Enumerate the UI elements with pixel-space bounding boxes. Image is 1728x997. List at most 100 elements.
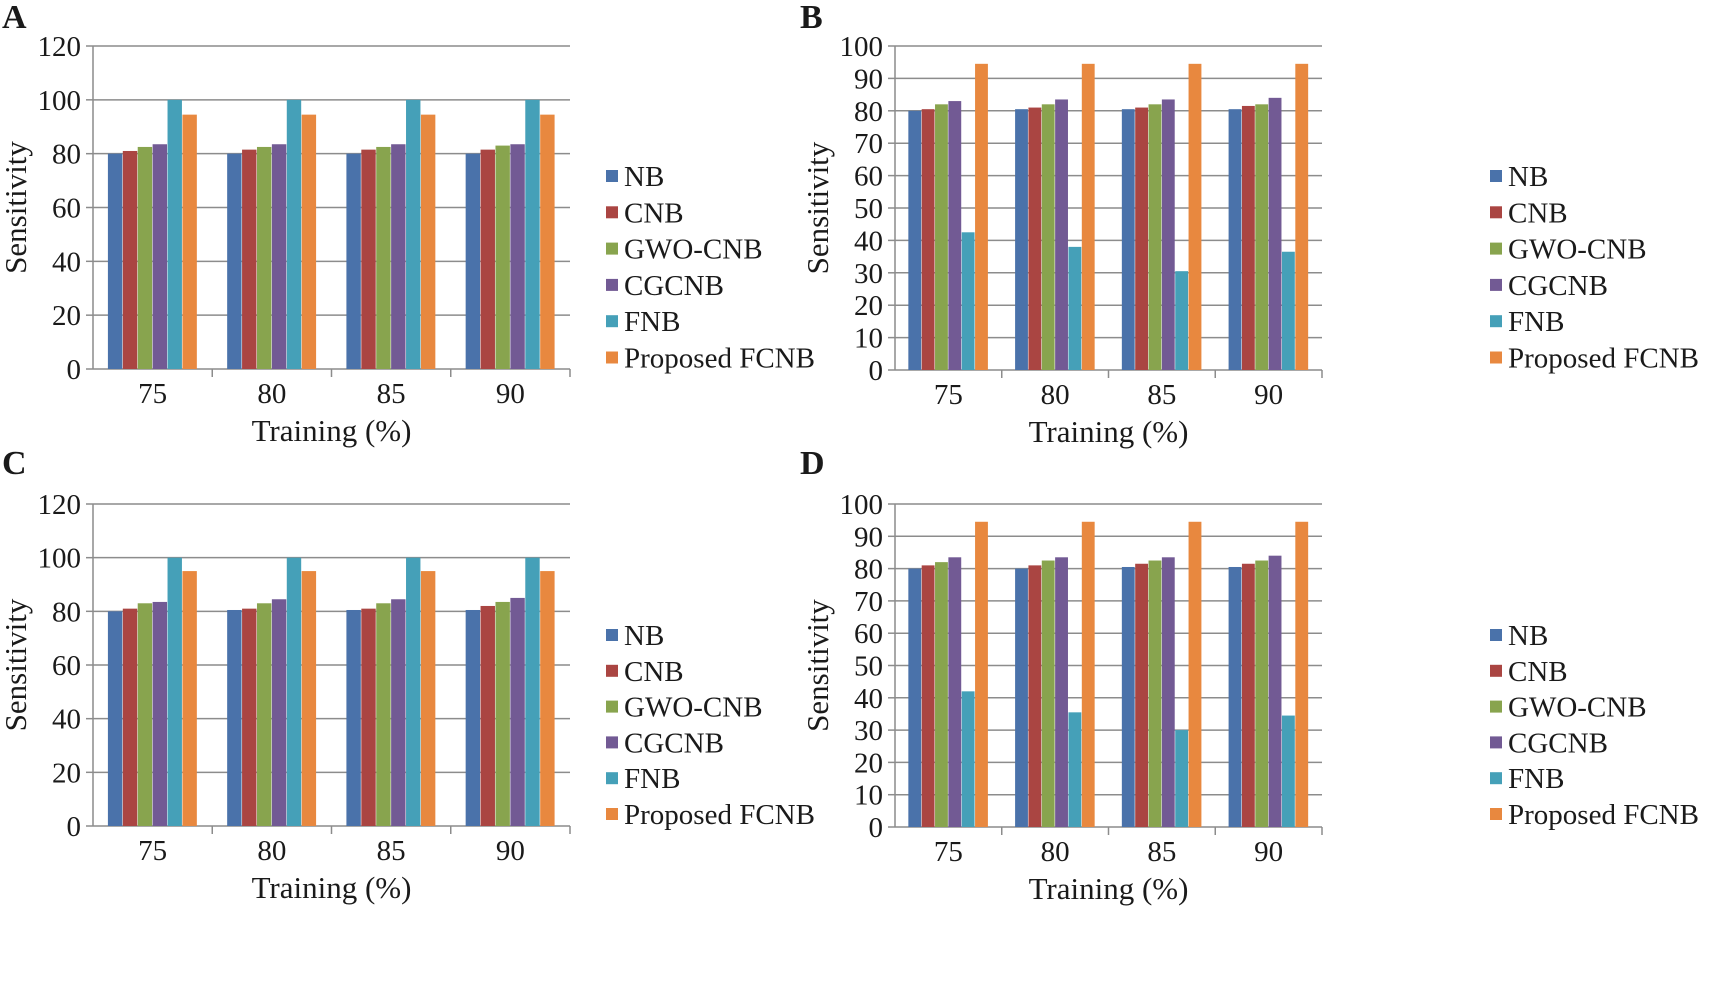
x-tick-label: 85 (1147, 836, 1176, 868)
y-tick-label: 30 (854, 258, 883, 290)
y-tick-label: 0 (67, 354, 82, 386)
bar-nb-85 (346, 153, 361, 369)
y-axis-title: Sensitivity (800, 599, 835, 732)
y-tick-label: 80 (854, 554, 883, 586)
bar-gwo-cnb-80 (1041, 560, 1055, 827)
bar-cgcnb-85 (1161, 557, 1175, 827)
bar-proposed-fcnb-90 (1295, 521, 1309, 827)
bar-cgcnb-75 (948, 101, 962, 370)
bar-gwo-cnb-85 (376, 603, 391, 826)
legend-label: NB (1508, 620, 1548, 652)
panel-label: A (2, 0, 27, 36)
legend: NB CNB GWO-CNB CGCNB FNB Proposed FCNB (1490, 161, 1699, 375)
bar-cgcnb-75 (948, 557, 962, 827)
legend-label: NB (624, 161, 664, 193)
bar-gwo-cnb-90 (1255, 104, 1269, 370)
legend-swatch (1490, 664, 1502, 677)
bar-proposed-fcnb-80 (301, 114, 317, 369)
y-tick-label: 90 (854, 63, 883, 95)
x-tick-label: 80 (1041, 836, 1070, 868)
legend: NB CNB GWO-CNB CGCNB FNB Proposed FCNB (606, 161, 815, 375)
bar-nb-85 (1121, 566, 1135, 827)
y-tick-label: 10 (854, 780, 883, 812)
legend-label: FNB (1508, 306, 1564, 338)
y-tick-label: 40 (854, 225, 883, 257)
y-tick-label: 60 (854, 161, 883, 193)
bar-fnb-85 (1175, 271, 1189, 370)
bar-fnb-80 (1068, 712, 1082, 827)
bar-cgcnb-90 (510, 597, 525, 826)
panel-label: B (800, 0, 823, 36)
bar-gwo-cnb-75 (935, 104, 948, 370)
bar-proposed-fcnb-90 (1295, 63, 1309, 370)
bar-nb-75 (908, 568, 922, 827)
bar-fnb-90 (1281, 715, 1295, 827)
y-tick-label: 20 (52, 300, 81, 332)
bar-cgcnb-90 (510, 144, 525, 369)
y-tick-label: 80 (52, 139, 81, 171)
bar-gwo-cnb-85 (1148, 560, 1162, 827)
x-tick-label: 75 (934, 836, 963, 868)
bar-cgcnb-90 (1268, 97, 1282, 370)
x-tick-label: 90 (496, 835, 525, 867)
legend-label: NB (624, 620, 664, 652)
legend-swatch (1490, 315, 1502, 328)
legend-swatch (606, 664, 618, 677)
chart-panel-a: A 0 20 40 60 80 100 120 75 80 85 90 Training (%) Sens… (0, 0, 815, 448)
bar-cnb-75 (122, 608, 138, 826)
y-tick-label: 70 (854, 586, 883, 618)
x-axis-title: Training (%) (252, 870, 412, 905)
bar-fnb-80 (286, 99, 302, 369)
legend-swatch (1490, 278, 1502, 291)
legend-swatch (1490, 700, 1502, 713)
y-tick-label: 90 (854, 521, 883, 553)
panel-label: D (800, 445, 825, 482)
bar-nb-85 (1121, 109, 1135, 371)
x-tick-label: 75 (138, 835, 167, 867)
y-tick-label: 50 (854, 651, 883, 683)
bar-cgcnb-85 (1161, 99, 1175, 371)
legend-label: CGCNB (624, 270, 724, 302)
legend-swatch (606, 278, 618, 291)
bar-cnb-90 (1241, 105, 1255, 370)
legend-swatch (1490, 808, 1502, 820)
bar-proposed-fcnb-80 (1081, 521, 1095, 827)
legend-label: GWO-CNB (624, 692, 763, 724)
x-axis-title: Training (%) (1029, 414, 1189, 449)
bar-cnb-75 (921, 109, 935, 371)
x-tick-label: 80 (257, 835, 286, 867)
bar-cgcnb-90 (1268, 555, 1282, 827)
legend-swatch (1490, 736, 1502, 749)
y-tick-label: 60 (52, 650, 81, 682)
bar-cnb-80 (1028, 107, 1042, 370)
x-tick-label: 90 (1254, 836, 1283, 868)
bar-gwo-cnb-90 (495, 601, 510, 826)
x-tick-label: 75 (138, 378, 167, 410)
y-tick-label: 10 (854, 323, 883, 355)
bar-fnb-75 (961, 232, 975, 370)
legend-label: Proposed FCNB (1508, 799, 1699, 831)
legend-swatch (1490, 206, 1502, 219)
bar-gwo-cnb-80 (256, 146, 272, 369)
y-tick-label: 40 (52, 246, 81, 278)
y-tick-label: 100 (38, 543, 82, 575)
legend-label: CNB (624, 656, 684, 688)
bar-nb-80 (227, 153, 242, 369)
y-tick-label: 0 (67, 811, 82, 843)
y-tick-label: 40 (854, 683, 883, 715)
bar-cgcnb-80 (271, 144, 287, 369)
x-tick-label: 85 (377, 835, 406, 867)
x-tick-label: 80 (1041, 379, 1070, 411)
bar-gwo-cnb-90 (495, 145, 510, 369)
legend-label: GWO-CNB (1508, 234, 1647, 266)
legend-label: GWO-CNB (624, 234, 763, 266)
x-tick-label: 85 (1147, 379, 1176, 411)
bar-proposed-fcnb-75 (975, 63, 988, 370)
legend-label: FNB (624, 306, 680, 338)
y-tick-label: 50 (854, 193, 883, 225)
y-tick-label: 0 (869, 812, 884, 844)
bar-proposed-fcnb-75 (182, 114, 197, 369)
legend-swatch (606, 700, 618, 713)
bar-cnb-90 (480, 605, 495, 826)
legend-swatch (606, 629, 618, 641)
